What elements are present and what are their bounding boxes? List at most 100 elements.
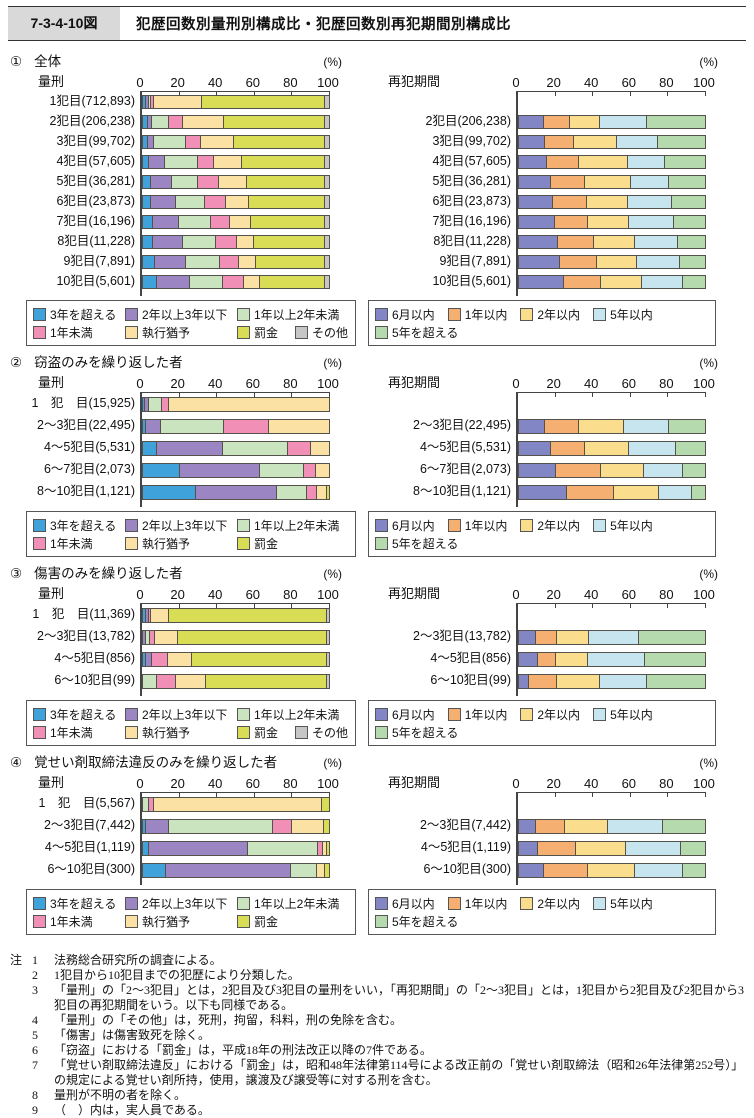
plot-area [140,392,330,507]
bar-row [518,481,706,503]
stacked-bar [518,484,706,500]
legend-swatch [593,707,607,721]
bar-row [518,459,706,481]
bar-segment-3 [573,136,617,148]
legend-swatch [33,914,46,928]
bar-segment-2 [149,841,249,855]
section-name: 覚せい剤取締法違反のみを繰り返した者 [34,755,278,770]
bar-segment-5 [663,819,705,833]
tick-label: 60 [245,776,261,791]
axis-title: 量刑 [38,775,65,790]
bar-segment-7 [327,652,330,666]
bar-segment-5 [154,96,202,108]
note-item: 2 1犯目から10犯目までの犯歴により分類した。 [32,968,746,983]
bar-segment-2 [147,136,154,148]
note-number: 2 [32,968,38,982]
legend-swatch [520,518,534,532]
unit-label: (%) [323,567,342,581]
legend-label: 3年を超える [50,518,117,533]
row-label: 6犯目(23,873) [366,191,516,211]
tick-mark [667,393,669,397]
legend-label: 1年未満 [50,536,93,551]
legend-item: 2年以内 [520,705,580,723]
tick-mark [554,604,556,608]
bar-segment-2 [180,463,260,477]
bar-segment-4 [162,397,169,411]
bar-segment-4 [169,116,183,128]
bar-row [142,604,330,626]
section-number: ② [10,355,23,370]
plot-area [140,792,330,885]
note-number: 9 [32,1103,38,1117]
row-label: 2犯目(206,238) [8,111,140,131]
row-label: 6～10犯目(300) [8,858,140,880]
row-count: (300) [105,862,135,876]
recidivism-period-chart: 再犯期間 0 20 40 60 80 100 (%) 2～3犯目(13,782) 4～5犯目(8… [366,567,718,746]
bar-segment-3 [579,156,628,168]
bar-segment-2 [147,116,153,128]
row-count: (36,281) [88,174,135,188]
category-labels: 2～3犯目(22,495) 4～5犯目(5,531) 6～7犯目(2,073) 8～1… [366,392,516,507]
bar-row [142,415,330,437]
section-name: 窃盗のみを繰り返した者 [34,355,183,370]
section-title: ① 全体 [10,53,746,71]
bar-segment-5 [646,674,705,688]
legend-item: 6月以内 [375,305,435,323]
row-label-text: 1 犯 目 [32,607,90,621]
bar-segment-7 [325,116,329,128]
row-count: (99,702) [88,134,135,148]
row-count: (22,495) [88,418,135,432]
bar-segment-3 [186,256,220,268]
bar-segment-3 [564,819,608,833]
bar-segment-7 [325,156,330,168]
legend-swatch [593,307,607,321]
bar-segment-6 [168,608,328,622]
bar-segment-5 [683,863,705,877]
legend-label: その他 [312,725,349,740]
row-label-text: 7犯目 [56,214,89,228]
legend-item: 3年を超える [33,705,125,723]
legend-swatch [375,725,388,739]
legend-swatch [593,896,607,910]
bar-segment-4 [304,463,317,477]
legend-label: 1年未満 [50,725,93,740]
row-label: 6～7犯目(2,073) [8,458,140,480]
row-label: 4～5犯目(5,531) [366,436,516,458]
tick-label: 100 [693,776,715,791]
axis-title: 量刑 [38,375,65,390]
tick-mark [253,92,255,96]
row-label-text: 4～5犯目 [44,840,97,854]
bar-segment-7 [325,136,329,148]
stacked-bar [142,840,330,856]
sentencing-chart: 量刑 0 20 40 60 80 100 (%) 1犯目(712,893) 2犯目(206,238… [8,55,356,346]
legend-label: 執行猶予 [142,914,191,929]
bar-row [142,859,330,881]
note-text: 1犯目から10犯目までの犯歴により分類した。 [54,968,300,982]
stacked-bar [518,673,706,689]
section-title: ③ 傷害のみを繰り返した者 [10,565,746,583]
bar-segment-2 [545,419,580,433]
legend-label: 罰金 [254,725,279,740]
stacked-bar [142,651,330,667]
bar-segment-4 [629,441,676,455]
chart-body: 2～3犯目(7,442) 4～5犯目(1,119) 6～10犯目(300) [366,792,714,885]
unit-label: (%) [323,356,342,370]
row-count: (99,702) [464,134,511,148]
legend-item: 1年以内 [447,894,507,912]
bar-segment-3 [613,485,659,499]
tick-strip: 0 20 40 60 80 100 (%) [512,567,718,603]
tick-mark [592,92,594,96]
chart-body: 1 犯 目(15,925) 2～3犯目(22,495) 4～5犯目(5,531) 6～… [8,392,338,507]
tick-label: 60 [245,376,261,391]
legend-swatch [33,325,46,339]
row-label: 4～5犯目(1,119) [8,836,140,858]
bar-row [518,112,706,132]
bar-row [142,132,330,152]
stacked-bar [518,629,706,645]
charts-row: 量刑 0 20 40 60 80 100 (%) 1 犯 目(11,369) 2～3犯目(13,7… [8,567,746,746]
bar-segment-1 [519,485,568,499]
stacked-bar [142,175,330,189]
legend-swatch [447,307,461,321]
note-item: 4 「量刑」の「その他」は，死刑，拘留，科料，刑の免除を含む。 [32,1013,746,1028]
row-count: (2,073) [95,462,135,476]
